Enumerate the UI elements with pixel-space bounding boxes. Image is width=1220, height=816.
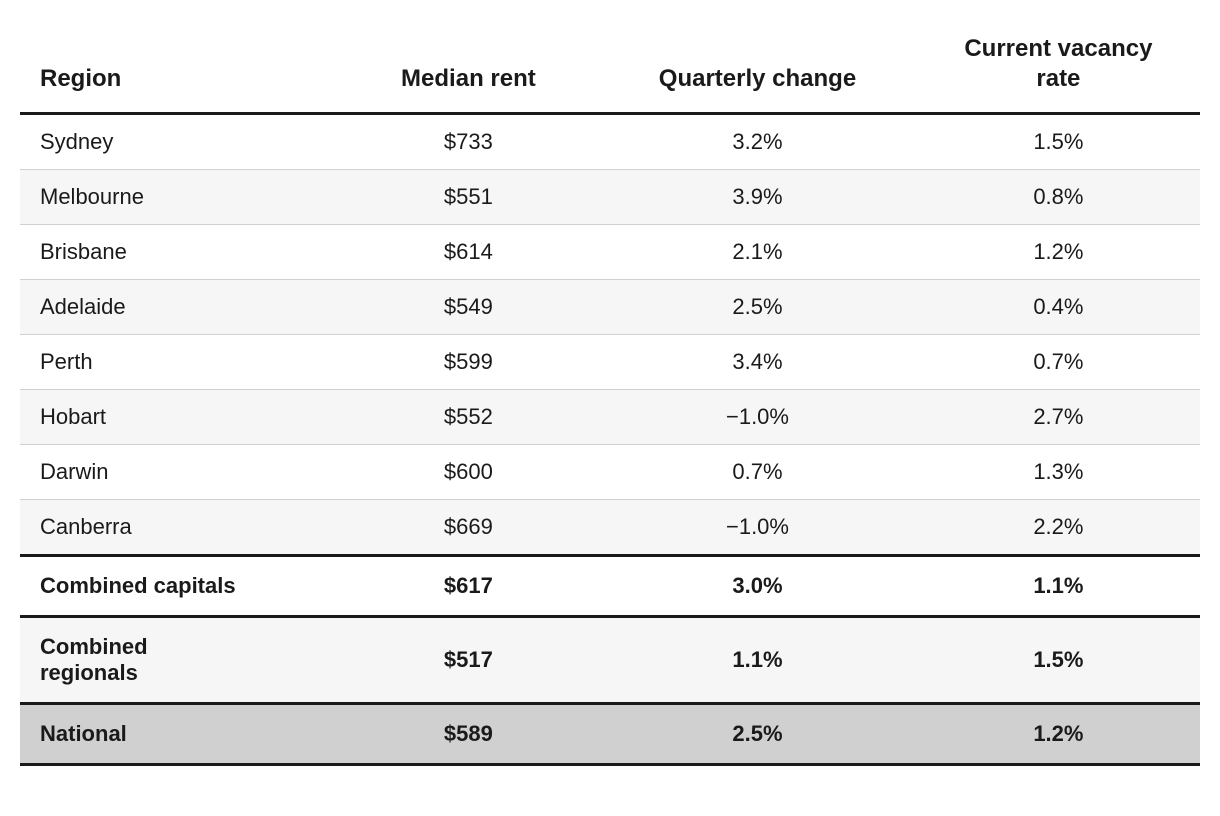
cell-median: $614 [339, 225, 599, 280]
cell-region: Brisbane [20, 225, 339, 280]
cell-region: Combined regionals [20, 617, 339, 704]
cell-vacancy: 1.2% [917, 704, 1200, 765]
cell-vacancy: 2.2% [917, 500, 1200, 556]
cell-median: $552 [339, 390, 599, 445]
cell-region: Adelaide [20, 280, 339, 335]
col-header-quarterly: Quarterly change [598, 20, 917, 114]
table-row: Canberra $669 −1.0% 2.2% [20, 500, 1200, 556]
table-row: Hobart $552 −1.0% 2.7% [20, 390, 1200, 445]
rent-table: Region Median rent Quarterly change Curr… [20, 20, 1200, 766]
cell-quarterly: 2.1% [598, 225, 917, 280]
col-header-vacancy: Current vacancy rate [917, 20, 1200, 114]
cell-vacancy: 1.5% [917, 617, 1200, 704]
table-row: Darwin $600 0.7% 1.3% [20, 445, 1200, 500]
table-body: Sydney $733 3.2% 1.5% Melbourne $551 3.9… [20, 114, 1200, 765]
cell-quarterly: 3.2% [598, 114, 917, 170]
cell-median: $600 [339, 445, 599, 500]
cell-median: $517 [339, 617, 599, 704]
cell-quarterly: 1.1% [598, 617, 917, 704]
cell-vacancy: 1.3% [917, 445, 1200, 500]
cell-region: Hobart [20, 390, 339, 445]
cell-vacancy: 0.4% [917, 280, 1200, 335]
cell-region: Combined capitals [20, 556, 339, 617]
table-header-row: Region Median rent Quarterly change Curr… [20, 20, 1200, 114]
cell-region: Canberra [20, 500, 339, 556]
table-row: Sydney $733 3.2% 1.5% [20, 114, 1200, 170]
summary-row-regionals: Combined regionals $517 1.1% 1.5% [20, 617, 1200, 704]
table-row: Brisbane $614 2.1% 1.2% [20, 225, 1200, 280]
cell-quarterly: 2.5% [598, 280, 917, 335]
cell-vacancy: 1.5% [917, 114, 1200, 170]
summary-row-national: National $589 2.5% 1.2% [20, 704, 1200, 765]
table-row: Adelaide $549 2.5% 0.4% [20, 280, 1200, 335]
cell-quarterly: 3.4% [598, 335, 917, 390]
cell-region: Darwin [20, 445, 339, 500]
summary-row-capitals: Combined capitals $617 3.0% 1.1% [20, 556, 1200, 617]
cell-quarterly: 2.5% [598, 704, 917, 765]
table-row: Perth $599 3.4% 0.7% [20, 335, 1200, 390]
cell-median: $551 [339, 170, 599, 225]
cell-vacancy: 0.8% [917, 170, 1200, 225]
cell-quarterly: 0.7% [598, 445, 917, 500]
cell-vacancy: 1.2% [917, 225, 1200, 280]
cell-quarterly: 3.9% [598, 170, 917, 225]
cell-region: Perth [20, 335, 339, 390]
cell-median: $733 [339, 114, 599, 170]
cell-quarterly: −1.0% [598, 500, 917, 556]
cell-region: Sydney [20, 114, 339, 170]
cell-median: $549 [339, 280, 599, 335]
cell-vacancy: 0.7% [917, 335, 1200, 390]
cell-quarterly: −1.0% [598, 390, 917, 445]
table-row: Melbourne $551 3.9% 0.8% [20, 170, 1200, 225]
cell-median: $589 [339, 704, 599, 765]
cell-median: $617 [339, 556, 599, 617]
col-header-region: Region [20, 20, 339, 114]
cell-region: Melbourne [20, 170, 339, 225]
cell-vacancy: 1.1% [917, 556, 1200, 617]
col-header-median: Median rent [339, 20, 599, 114]
cell-vacancy: 2.7% [917, 390, 1200, 445]
cell-quarterly: 3.0% [598, 556, 917, 617]
cell-median: $669 [339, 500, 599, 556]
cell-region: National [20, 704, 339, 765]
cell-median: $599 [339, 335, 599, 390]
